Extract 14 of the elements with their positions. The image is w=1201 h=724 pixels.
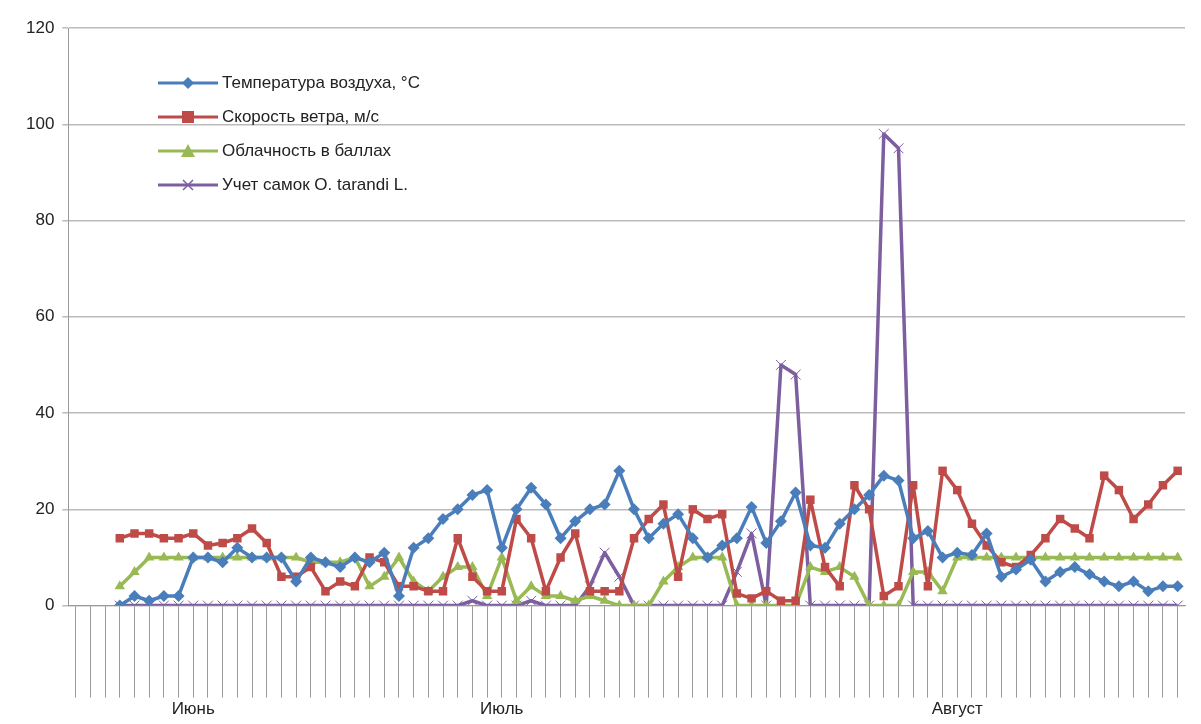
y-tick-label: 40 [35,402,55,422]
y-tick-label: 100 [25,113,55,133]
y-tick-label: 80 [35,210,55,230]
legend-label: Скорость ветра, м/с [222,107,379,127]
x-tick-label: Август [931,699,984,719]
y-tick-label: 120 [25,17,55,37]
x-tick-label: Июль [480,699,524,719]
y-tick-label: 60 [35,306,55,326]
y-tick-label: 20 [35,499,55,519]
legend-label: Учет самок O. tarandi L. [222,175,408,195]
x-tick-label: Июнь [171,699,215,719]
legend-label: Температура воздуха, °C [222,73,420,93]
legend-label: Облачность в баллах [222,141,392,161]
y-tick-label: 0 [44,595,55,615]
